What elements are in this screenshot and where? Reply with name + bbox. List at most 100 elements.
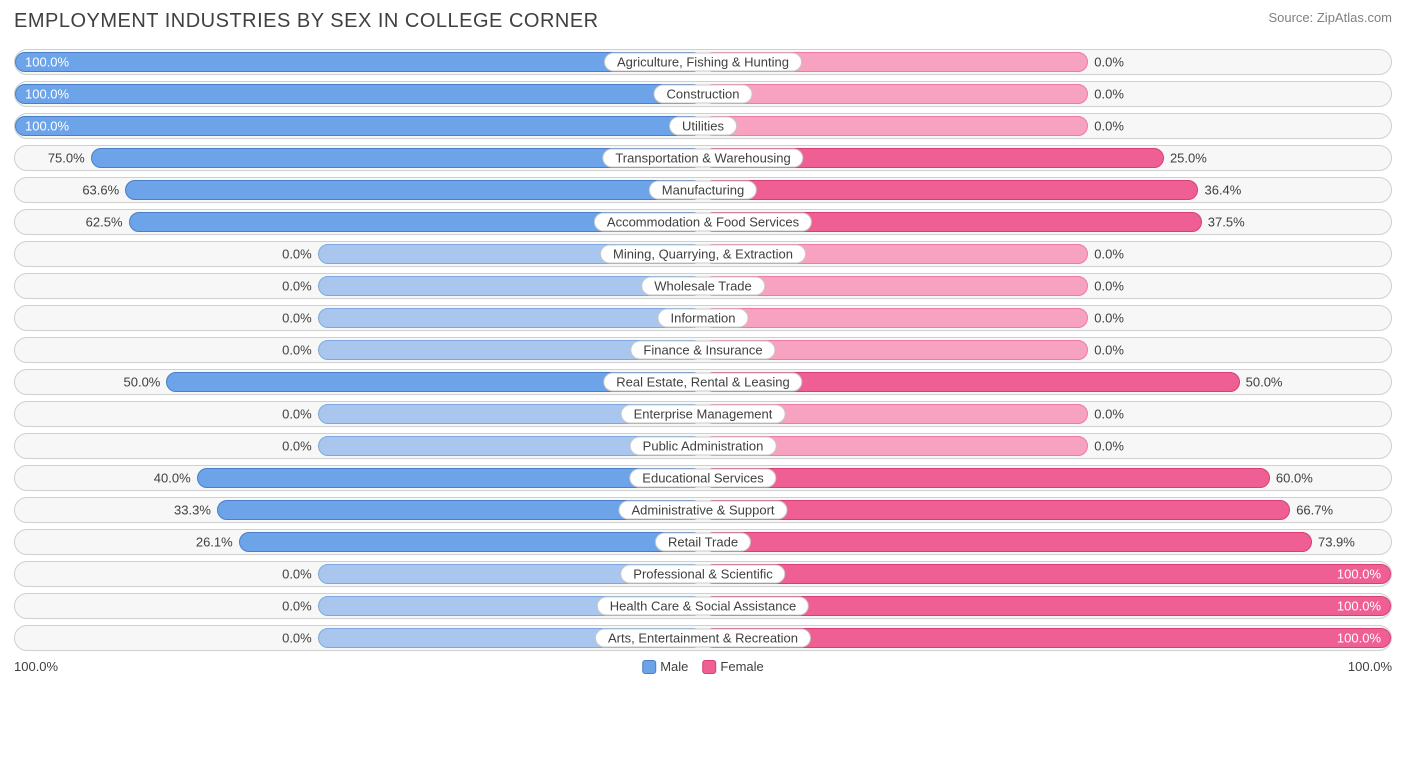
category-label: Enterprise Management [621,405,786,424]
bar-female [703,468,1270,488]
male-value-label: 50.0% [124,375,161,390]
bar-male [125,180,703,200]
chart-row: Administrative & Support 33.3% 66.7% [14,497,1392,523]
chart-row: Arts, Entertainment & Recreation 0.0% 100.… [14,625,1392,651]
male-value-label: 0.0% [282,343,312,358]
female-value-label: 100.0% [1337,599,1381,614]
male-value-label: 75.0% [48,151,85,166]
male-value-label: 0.0% [282,311,312,326]
bar-female [703,84,1088,104]
female-value-label: 0.0% [1094,343,1124,358]
male-value-label: 0.0% [282,247,312,262]
legend-male: Male [642,659,688,674]
chart-row: Manufacturing63.6%36.4% [14,177,1392,203]
chart-footer: 100.0% Male Female 100.0% [14,659,1392,679]
category-label: Information [657,309,748,328]
male-value-label: 100.0% [25,119,69,134]
legend: Male Female [642,659,764,674]
chart-row: Public Administration 0.0% 0.0% [14,433,1392,459]
female-value-label: 73.9% [1318,535,1355,550]
bar-female [703,180,1198,200]
chart-row: Transportation & Warehousing 75.0% 25.0% [14,145,1392,171]
chart-source: Source: ZipAtlas.com [1268,10,1392,25]
male-value-label: 33.3% [174,503,211,518]
chart-row: Finance & Insurance 0.0% 0.0% [14,337,1392,363]
male-value-label: 100.0% [25,55,69,70]
category-label: Educational Services [629,469,776,488]
bar-female [703,116,1088,136]
female-value-label: 0.0% [1094,279,1124,294]
chart-row: Mining, Quarrying, & Extraction 0.0% 0.0% [14,241,1392,267]
female-value-label: 0.0% [1094,407,1124,422]
chart-row: Enterprise Management 0.0% 0.0% [14,401,1392,427]
female-value-label: 100.0% [1337,567,1381,582]
bar-male [239,532,703,552]
male-value-label: 0.0% [282,599,312,614]
female-value-label: 0.0% [1094,311,1124,326]
legend-female: Female [702,659,763,674]
chart-row: Utilities 100.0% 0.0% [14,113,1392,139]
chart-title: EMPLOYMENT INDUSTRIES BY SEX IN COLLEGE … [14,10,599,33]
female-value-label: 0.0% [1094,119,1124,134]
male-value-label: 0.0% [282,631,312,646]
male-value-label: 0.0% [282,439,312,454]
chart-row: Educational Services 40.0% 60.0% [14,465,1392,491]
chart-row: Information 0.0% 0.0% [14,305,1392,331]
bar-female [703,564,1391,584]
category-label: Transportation & Warehousing [602,149,803,168]
category-label: Wholesale Trade [641,277,765,296]
category-label: Accommodation & Food Services [594,213,812,232]
axis-label-right: 100.0% [1348,659,1392,674]
male-value-label: 100.0% [25,87,69,102]
chart-header: EMPLOYMENT INDUSTRIES BY SEX IN COLLEGE … [14,10,1392,33]
category-label: Arts, Entertainment & Recreation [595,629,811,648]
category-label: Mining, Quarrying, & Extraction [600,245,806,264]
chart-row: Wholesale Trade 0.0% 0.0% [14,273,1392,299]
bar-female [703,532,1312,552]
bar-male [15,52,703,72]
female-value-label: 100.0% [1337,631,1381,646]
legend-male-label: Male [660,659,688,674]
chart-row: Real Estate, Rental & Leasing 50.0% 50.0% [14,369,1392,395]
category-label: Professional & Scientific [620,565,785,584]
male-value-label: 0.0% [282,567,312,582]
female-value-label: 66.7% [1296,503,1333,518]
female-value-label: 25.0% [1170,151,1207,166]
category-label: Retail Trade [655,533,751,552]
bar-male [15,84,703,104]
category-label: Utilities [669,117,737,136]
chart-rows: Agriculture, Fishing & Hunting 100.0% 0.0%… [14,49,1392,651]
chart-row: Retail Trade26.1%73.9% [14,529,1392,555]
male-value-label: 40.0% [154,471,191,486]
axis-label-left: 100.0% [14,659,58,674]
bar-female [703,500,1290,520]
male-value-label: 0.0% [282,407,312,422]
category-label: Public Administration [630,437,777,456]
female-value-label: 60.0% [1276,471,1313,486]
swatch-female [702,660,716,674]
chart-row: Accommodation & Food Services62.5%37.5% [14,209,1392,235]
male-value-label: 0.0% [282,279,312,294]
female-value-label: 50.0% [1246,375,1283,390]
bar-male [15,116,703,136]
chart-row: Agriculture, Fishing & Hunting100.0%0.0% [14,49,1392,75]
bar-female [703,308,1088,328]
female-value-label: 0.0% [1094,439,1124,454]
female-value-label: 0.0% [1094,87,1124,102]
chart-container: EMPLOYMENT INDUSTRIES BY SEX IN COLLEGE … [0,0,1406,687]
legend-female-label: Female [720,659,763,674]
female-value-label: 0.0% [1094,247,1124,262]
category-label: Finance & Insurance [630,341,775,360]
category-label: Real Estate, Rental & Leasing [603,373,802,392]
chart-row: Construction 100.0% 0.0% [14,81,1392,107]
category-label: Construction [654,85,753,104]
category-label: Administrative & Support [618,501,787,520]
chart-row: Health Care & Social Assistance0.0%100.0… [14,593,1392,619]
bar-male [197,468,703,488]
female-value-label: 36.4% [1204,183,1241,198]
swatch-male [642,660,656,674]
chart-row: Professional & Scientific 0.0% 100.0% [14,561,1392,587]
category-label: Agriculture, Fishing & Hunting [604,53,802,72]
category-label: Manufacturing [649,181,757,200]
male-value-label: 62.5% [86,215,123,230]
